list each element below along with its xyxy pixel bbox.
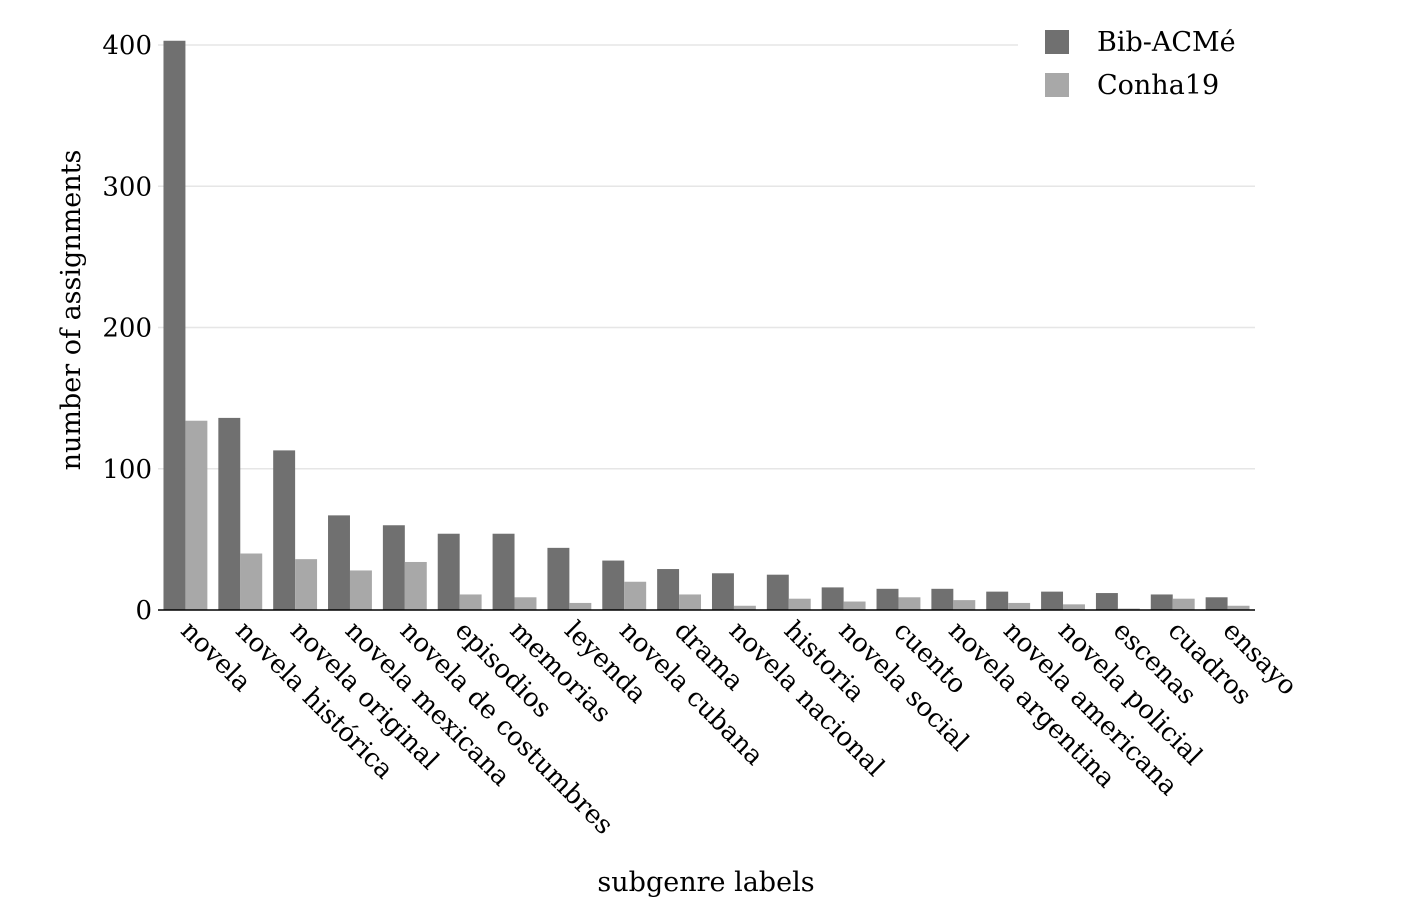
x-axis-title: subgenre labels xyxy=(597,867,814,898)
legend: Bib-ACMé Conha19 xyxy=(1045,27,1236,101)
bar-series2 xyxy=(788,598,811,610)
bar-series2 xyxy=(898,597,921,610)
bar-series1 xyxy=(1205,597,1228,610)
bar-series2 xyxy=(679,594,702,610)
bar-series1 xyxy=(1095,593,1118,610)
gridlines xyxy=(158,44,1255,470)
bar-series2 xyxy=(624,581,647,610)
bar-series1 xyxy=(711,573,734,610)
legend-swatch xyxy=(1045,30,1069,54)
bar-series2 xyxy=(843,601,866,610)
bar-series1 xyxy=(931,588,954,610)
bar-series2 xyxy=(295,559,318,610)
bar-series2 xyxy=(185,420,208,610)
bar-series1 xyxy=(986,591,1009,610)
bar-series1 xyxy=(766,574,789,610)
bar-series1 xyxy=(876,588,899,610)
bar-series2 xyxy=(1063,604,1085,610)
bar-series2 xyxy=(733,605,756,610)
bar-series2 xyxy=(953,600,976,610)
bar-series1 xyxy=(273,450,296,610)
bar-series1 xyxy=(821,587,844,610)
bar-series2 xyxy=(1172,598,1195,610)
y-axis-title: number of assignments xyxy=(56,150,87,471)
legend-label: Conha19 xyxy=(1097,70,1219,101)
bar-series2 xyxy=(569,602,592,610)
bar-series1 xyxy=(1150,594,1173,610)
bar-series1 xyxy=(437,533,460,610)
bar-series2 xyxy=(240,553,263,610)
bar-series1 xyxy=(657,569,680,610)
y-tick-labels: 0 100 200 300 400 xyxy=(102,31,152,626)
bar-series1 xyxy=(602,560,625,610)
bar-series1 xyxy=(1041,591,1064,610)
bar-series2 xyxy=(1008,602,1031,610)
bar-series2 xyxy=(459,594,482,610)
bar-series2 xyxy=(404,561,427,610)
bar-series1 xyxy=(218,417,241,610)
bars xyxy=(163,40,1250,610)
legend-swatch xyxy=(1045,73,1069,97)
bar-series1 xyxy=(382,525,405,610)
y-tick-label: 300 xyxy=(102,172,152,202)
y-tick-label: 200 xyxy=(102,314,152,344)
bar-series1 xyxy=(163,40,186,610)
y-tick-label: 400 xyxy=(102,31,152,61)
bar-series2 xyxy=(1227,605,1250,610)
bar-series1 xyxy=(328,515,350,610)
bar-series2 xyxy=(514,597,537,610)
bar-series2 xyxy=(349,570,372,610)
bar-series1 xyxy=(492,533,515,610)
bar-series1 xyxy=(547,547,570,610)
y-tick-label: 100 xyxy=(102,455,152,485)
y-tick-label: 0 xyxy=(135,596,152,626)
legend-label: Bib-ACMé xyxy=(1097,27,1236,58)
